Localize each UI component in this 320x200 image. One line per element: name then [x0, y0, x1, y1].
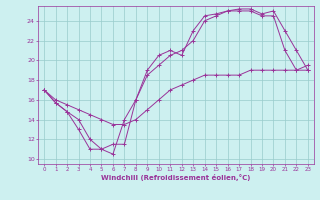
X-axis label: Windchill (Refroidissement éolien,°C): Windchill (Refroidissement éolien,°C)	[101, 174, 251, 181]
